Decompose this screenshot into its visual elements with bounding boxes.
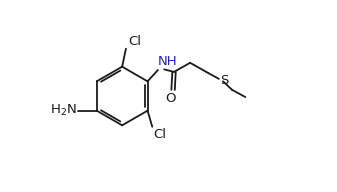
Text: NH: NH xyxy=(158,55,178,69)
Text: Cl: Cl xyxy=(128,35,141,48)
Text: Cl: Cl xyxy=(153,128,166,141)
Text: S: S xyxy=(220,74,229,87)
Text: O: O xyxy=(165,92,176,105)
Text: H$_2$N: H$_2$N xyxy=(50,103,77,118)
